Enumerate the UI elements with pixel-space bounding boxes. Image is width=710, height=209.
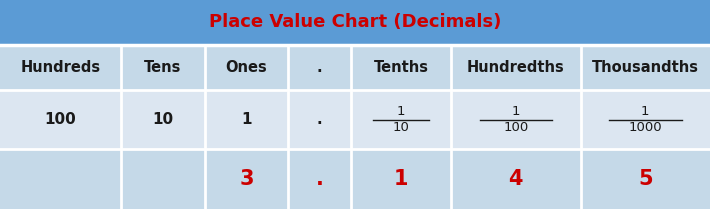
Text: 5: 5 — [638, 169, 652, 189]
Text: 1: 1 — [393, 169, 408, 189]
Bar — [0, 0, 710, 45]
Text: 4: 4 — [508, 169, 523, 189]
Text: Ones: Ones — [226, 60, 267, 75]
Text: .: . — [317, 112, 322, 127]
Text: 1000: 1000 — [628, 121, 662, 134]
Text: Place Value Chart (Decimals): Place Value Chart (Decimals) — [209, 13, 501, 32]
Text: .: . — [315, 169, 324, 189]
Text: .: . — [317, 60, 322, 75]
Bar — [0, 149, 710, 209]
Text: Tens: Tens — [144, 60, 182, 75]
Text: Hundreds: Hundreds — [21, 60, 101, 75]
Text: Hundredths: Hundredths — [467, 60, 564, 75]
Text: 100: 100 — [45, 112, 77, 127]
Text: 1: 1 — [241, 112, 251, 127]
Text: 1: 1 — [511, 105, 520, 118]
Text: Tenths: Tenths — [373, 60, 428, 75]
Text: 3: 3 — [239, 169, 253, 189]
Text: 10: 10 — [153, 112, 173, 127]
Bar — [0, 45, 710, 90]
Text: 1: 1 — [641, 105, 650, 118]
Text: Thousandths: Thousandths — [591, 60, 699, 75]
Text: 10: 10 — [393, 121, 410, 134]
Bar — [0, 90, 710, 149]
Text: 100: 100 — [503, 121, 528, 134]
Text: 1: 1 — [397, 105, 405, 118]
